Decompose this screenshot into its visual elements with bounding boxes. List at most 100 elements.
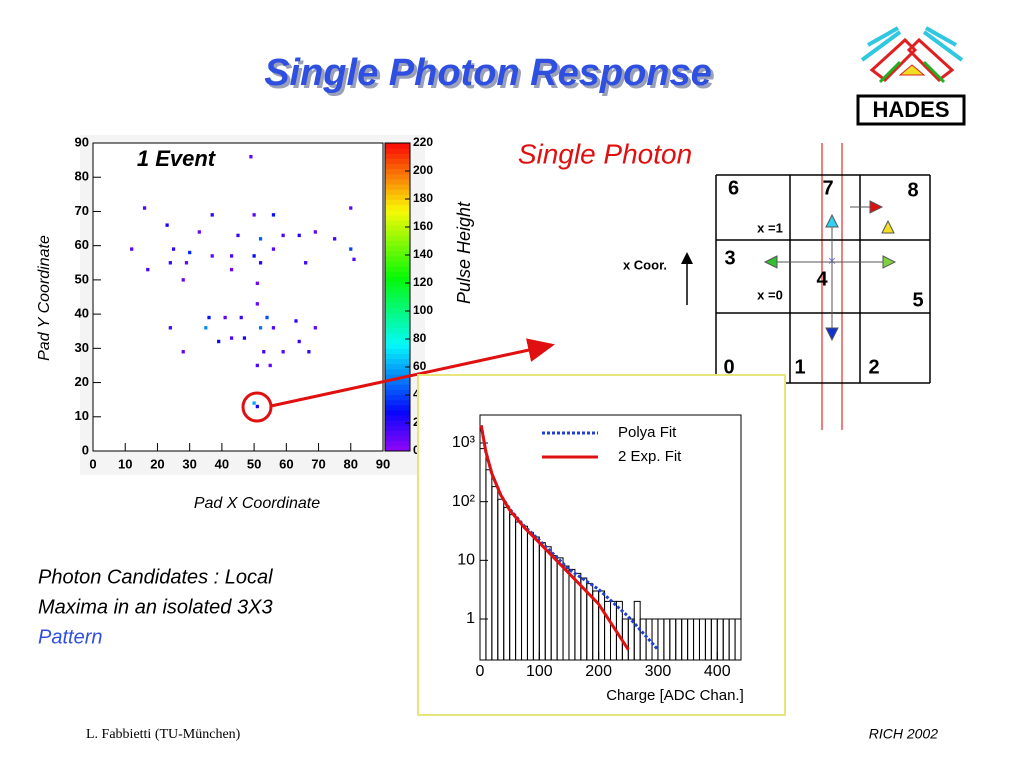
y-tick-label: 70 <box>75 203 89 218</box>
hit-pad <box>242 336 247 340</box>
colorbar-strip <box>385 312 410 319</box>
connector-arrow <box>270 338 555 408</box>
hit-pad <box>146 267 150 272</box>
hit-pad <box>304 261 308 265</box>
colorbar-strip <box>385 430 410 437</box>
colorbar-frame <box>384 142 411 452</box>
highlight-circle <box>241 391 273 423</box>
histogram-bin <box>734 618 742 660</box>
colorbar-strip <box>385 163 410 170</box>
hitmap-frame <box>92 142 384 452</box>
colorbar-strip <box>385 317 410 324</box>
hit-pad <box>249 154 253 159</box>
colorbar-strip <box>385 297 410 303</box>
hit-pad <box>210 254 214 258</box>
colorbar-strip <box>385 435 410 442</box>
hitmap: 0204060801001201401601802002200102030405… <box>75 134 434 471</box>
colorbar-strip <box>385 189 410 195</box>
y-tick-label: 80 <box>75 169 89 184</box>
x-tick-label: 0 <box>89 456 96 471</box>
colorbar-strip <box>385 409 410 416</box>
hit-pad <box>223 315 227 320</box>
colorbar-strip <box>385 399 410 406</box>
colorbar-strip <box>385 255 410 262</box>
colorbar-strip <box>385 440 410 447</box>
x-tick-label: 50 <box>247 456 261 471</box>
colorbar-strip <box>385 415 410 421</box>
colorbar-strip <box>385 363 410 370</box>
colorbar-strip <box>385 245 410 252</box>
hit-pad <box>210 213 214 217</box>
hit-pad <box>184 261 189 265</box>
spectrum-x-label: Charge [ADC Chan.] <box>606 687 744 704</box>
colorbar-strip <box>385 404 410 411</box>
colorbar-strip <box>385 394 410 401</box>
colorbar-strip <box>385 266 410 272</box>
caption-line: Maxima in an isolated 3X3 <box>38 596 273 618</box>
colorbar-strip <box>385 353 410 360</box>
diagram-title: Single Photon <box>518 138 692 169</box>
spectrum: 0 100 200 300 400 10³ 10² 10 1 Polya Fit 2 Exp. Fi… <box>452 424 742 680</box>
hit-pad <box>165 223 169 227</box>
hit-pad <box>281 233 285 238</box>
colorbar-strip <box>385 250 410 257</box>
x-tick-label: 10 <box>118 456 132 471</box>
hit-pad <box>258 237 263 241</box>
hitmap-label: 1 Event <box>137 146 217 171</box>
pad-number: 6 <box>728 177 739 199</box>
colorbar-strip <box>385 209 410 216</box>
colorbar-strip <box>385 261 410 267</box>
hit-pad <box>188 250 192 255</box>
colorbar-strip <box>385 286 410 293</box>
x-tick-label: 100 <box>526 663 553 680</box>
colorbar-strip <box>385 220 410 226</box>
hit-pad <box>281 350 285 354</box>
colorbar-strip <box>385 158 410 165</box>
hit-pad <box>352 257 356 262</box>
hit-pad <box>229 336 234 340</box>
hit-pad <box>265 315 269 320</box>
colorbar-strip <box>385 322 410 329</box>
pad-number: 1 <box>794 356 805 378</box>
y-tick-label: 30 <box>75 340 89 355</box>
colorbar-strip <box>385 348 410 354</box>
neighbour-arrows <box>763 200 897 342</box>
legend-label: 2 Exp. Fit <box>618 448 682 465</box>
x0-label: x =0 <box>757 287 783 302</box>
colorbar-strip <box>385 384 410 390</box>
colorbar-strip <box>385 389 410 396</box>
colorbar-strip <box>385 168 410 175</box>
colorbar-tick-label: 220 <box>413 135 433 149</box>
colorbar-tick-label: 60 <box>413 359 427 373</box>
colorbar-strip <box>385 332 410 339</box>
colorbar-strip <box>385 194 410 200</box>
pad-number: 2 <box>868 356 879 378</box>
hit-pad <box>168 326 172 330</box>
hit-pad <box>349 247 353 251</box>
pad-number: 8 <box>907 179 918 201</box>
pad-diagram: Single Photon x =1 x =0 x Coor. × 6 7 8345… <box>518 138 931 430</box>
hit-pad <box>268 363 272 368</box>
caption-line: Photon Candidates : Local <box>38 566 273 588</box>
y-axis-label: Pad Y Coordinate <box>36 235 53 361</box>
hit-pad <box>313 230 317 234</box>
hit-pad <box>229 267 234 272</box>
hit-pad <box>349 206 353 210</box>
x-tick-label: 200 <box>585 663 612 680</box>
hit-pad <box>142 206 147 210</box>
colorbar-strip <box>385 343 410 349</box>
y-tick-label: 90 <box>75 134 89 149</box>
colorbar-label: Pulse Height <box>454 201 474 304</box>
x1-label: x =1 <box>757 220 783 235</box>
hit-pad <box>171 247 176 251</box>
hit-pad <box>204 326 208 330</box>
colorbar-tick-label: 160 <box>413 219 433 233</box>
hit-pad <box>294 319 298 323</box>
colorbar-strip <box>385 276 410 283</box>
pad-number: 3 <box>724 247 735 269</box>
hit-pad <box>271 326 276 330</box>
hit-pad <box>258 326 263 330</box>
hit-pad <box>297 339 301 344</box>
colorbar-strip <box>385 307 410 313</box>
colorbar-strip <box>385 143 410 149</box>
